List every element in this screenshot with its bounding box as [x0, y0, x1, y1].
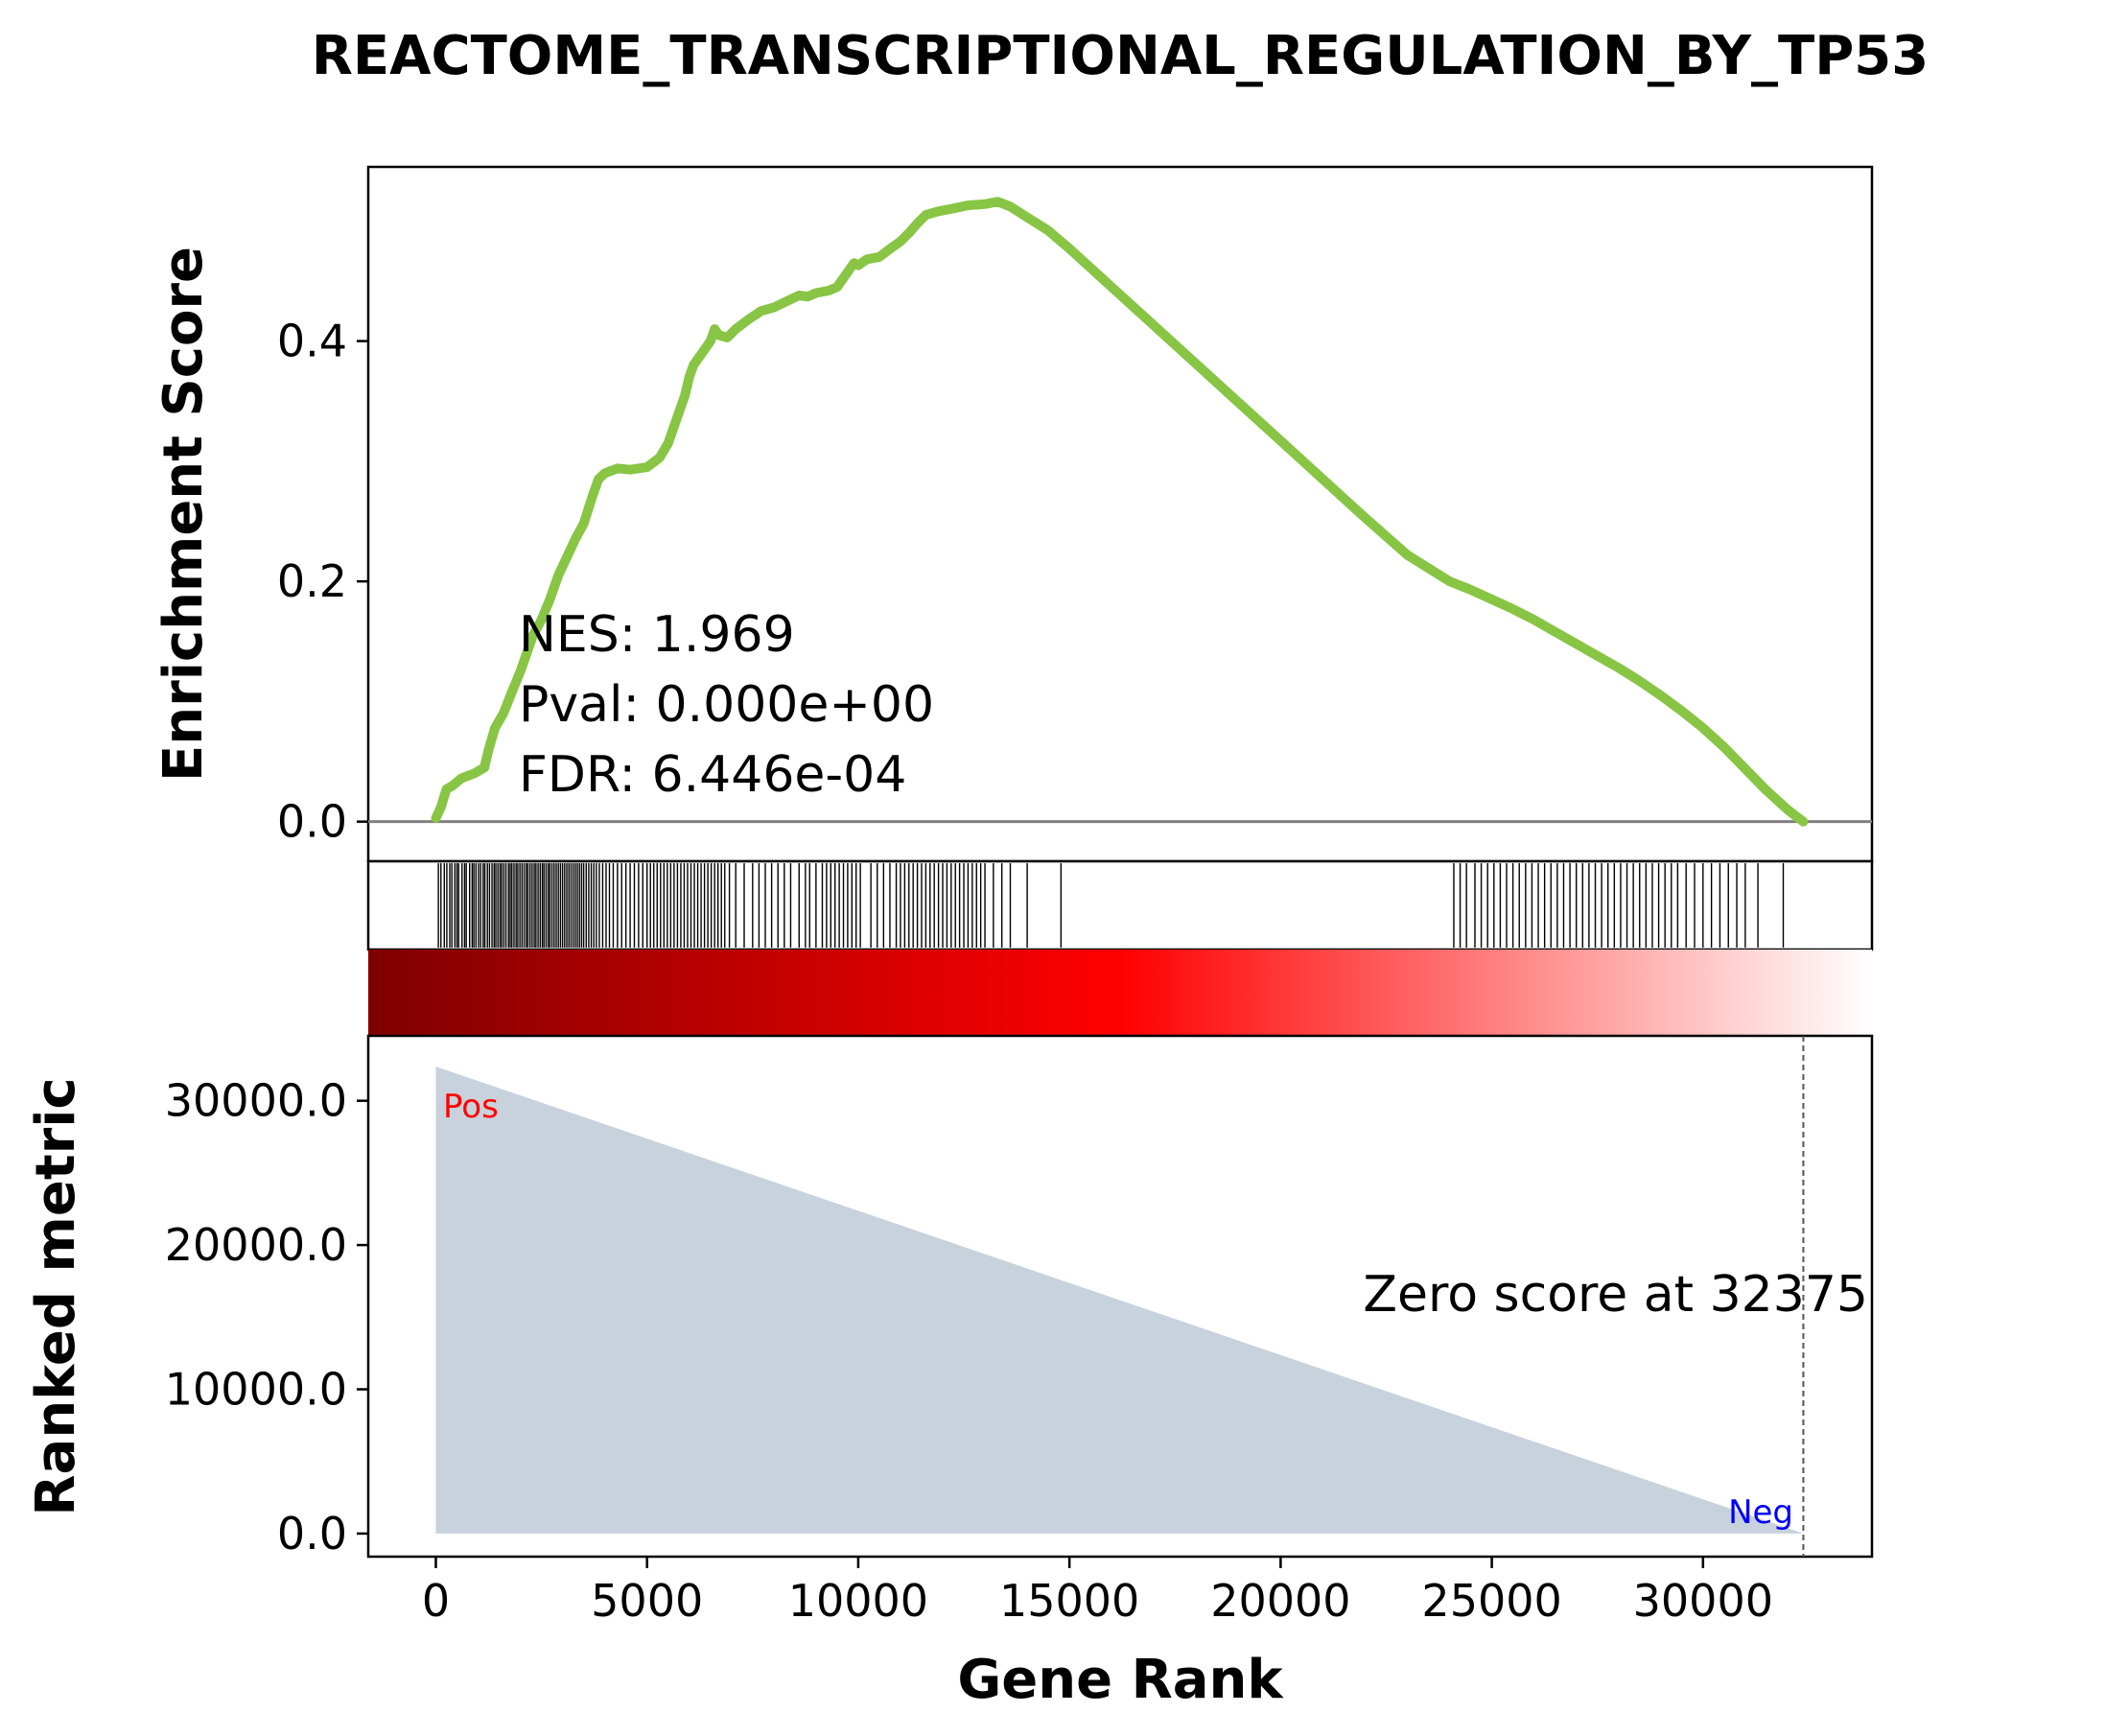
- chart-title: REACTOME_TRANSCRIPTIONAL_REGULATION_BY_T…: [312, 25, 1929, 87]
- enrichment-panel: 0.0 0.2 0.4 NES: 1.969 Pval: 0.000e+00 FDR…: [152, 165, 1874, 863]
- x-tick-label: 30000: [1633, 1575, 1773, 1627]
- es-tick-label: 0.4: [277, 316, 347, 367]
- metric-tick-label: 0.0: [277, 1508, 347, 1560]
- pval-label: Pval: 0.000e+00: [519, 676, 934, 734]
- x-tick-label: 25000: [1421, 1575, 1561, 1627]
- nes-label: NES: 1.969: [519, 606, 795, 664]
- hits-panel: [366, 859, 1874, 951]
- zero-score-label: Zero score at 32375: [1363, 1266, 1868, 1324]
- es-axis-label: Enrichment Score: [152, 246, 215, 782]
- es-tick-label: 0.0: [277, 796, 347, 848]
- es-tick-label: 0.2: [277, 555, 347, 607]
- x-tick-label: 20000: [1210, 1575, 1350, 1627]
- x-axis-label: Gene Rank: [957, 1649, 1284, 1711]
- x-tick-label: 0: [422, 1575, 450, 1627]
- metric-axis-label: Ranked metric: [25, 1077, 87, 1515]
- neg-label: Neg: [1728, 1493, 1793, 1532]
- rank-gradient-bar: [368, 950, 1872, 1036]
- fdr-label: FDR: 6.446e-04: [519, 746, 906, 804]
- x-tick-label: 15000: [999, 1575, 1139, 1627]
- hits-panel-frame: [366, 859, 1874, 951]
- metric-tick-label: 10000.0: [165, 1364, 347, 1416]
- x-tick-label: 10000: [788, 1575, 928, 1627]
- x-tick-label: 5000: [591, 1575, 703, 1627]
- enrichment-curve: [431, 197, 1809, 827]
- ranked-metric-area: [435, 1067, 1804, 1534]
- metric-panel: 0.0 10000.0 20000.0 30000.0 0 5000 10000 15000…: [25, 1034, 1874, 1711]
- metric-panel-frame: [366, 1034, 1874, 1559]
- metric-tick-label: 30000.0: [165, 1075, 347, 1127]
- metric-tick-label: 20000.0: [165, 1219, 347, 1271]
- pos-label: Pos: [443, 1088, 499, 1126]
